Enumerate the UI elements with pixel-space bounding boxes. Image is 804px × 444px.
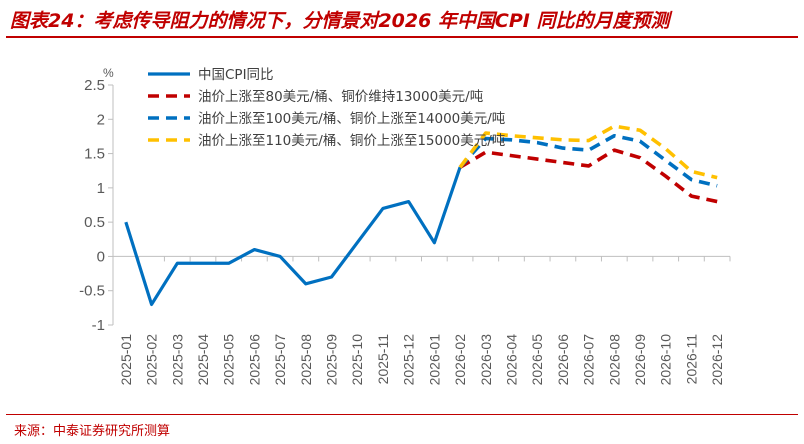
series-line-1 [124, 166, 462, 307]
x-tick-label: 2026-09 [632, 334, 648, 386]
x-tick-label: 2025-12 [401, 334, 417, 386]
x-tick-label: 2025-06 [246, 334, 262, 386]
x-tick-label: 2026-10 [658, 334, 674, 386]
x-tick-label: 2025-01 [118, 334, 134, 386]
x-tick-label: 2025-05 [221, 334, 237, 386]
x-tick-label: 2025-10 [349, 334, 365, 386]
y-tick-label: -1 [92, 317, 105, 334]
source-divider [6, 414, 798, 415]
y-tick-label: 1.5 [84, 146, 105, 163]
y-tick-label: 2.5 [84, 77, 105, 94]
series-line-2 [459, 148, 718, 204]
title-divider [6, 36, 798, 38]
x-tick-label: 2025-07 [272, 334, 288, 386]
y-tick-label: 2 [97, 111, 105, 128]
x-tick-label: 2026-01 [426, 334, 442, 386]
y-unit-label: % [103, 66, 114, 80]
legend-label-3: 油价上涨至100美元/桶、铜价上涨至14000美元/吨 [198, 111, 505, 127]
x-tick-label: 2026-03 [478, 334, 494, 386]
x-tick-label: 2026-11 [683, 334, 699, 385]
legend-label-1: 中国CPI同比 [198, 67, 274, 83]
series-line-4 [458, 124, 718, 180]
y-tick-label: 1 [97, 180, 105, 197]
y-tick-label: 0.5 [84, 214, 105, 231]
source-note: 来源：中泰证券研究所测算 [14, 424, 171, 439]
legend-label-4: 油价上涨至110美元/桶、铜价上涨至15000美元/吨 [198, 133, 505, 149]
chart-title: 图表24：考虑传导阻力的情况下，分情景对2026 年中国CPI 同比的月度预测 [10, 10, 670, 32]
cpi-forecast-chart: 2.5 2 1.5 1 0.5 0 -0.5 -1% 2025-01 2025-02 2025-03… [79, 66, 731, 386]
y-tick-label: -0.5 [79, 283, 105, 300]
y-tick-label: 0 [97, 248, 105, 265]
axes: 2.5 2 1.5 1 0.5 0 -0.5 -1% 2025-01 2025-02 2025-03… [79, 66, 731, 386]
x-tick-label: 2025-02 [144, 334, 160, 386]
x-tick-label: 2026-07 [581, 334, 597, 386]
x-tick-label: 2026-04 [503, 334, 519, 386]
legend: 中国CPI同比油价上涨至80美元/桶、铜价维持13000美元/吨油价上涨至100… [148, 67, 505, 149]
x-tick-label: 2026-02 [452, 334, 468, 386]
x-tick-label: 2026-08 [606, 334, 622, 386]
x-tick-label: 2026-12 [709, 334, 725, 386]
series-line-3 [458, 133, 718, 188]
x-tick-label: 2025-11 [375, 334, 391, 385]
x-tick-label: 2025-09 [324, 334, 340, 386]
x-tick-label: 2026-05 [529, 334, 545, 386]
x-tick-label: 2025-08 [298, 334, 314, 386]
x-tick-label: 2026-06 [555, 334, 571, 386]
x-tick-label: 2025-04 [195, 334, 211, 386]
x-tick-label: 2025-03 [169, 334, 185, 386]
series-lines [124, 124, 718, 307]
legend-label-2: 油价上涨至80美元/桶、铜价维持13000美元/吨 [198, 89, 483, 105]
